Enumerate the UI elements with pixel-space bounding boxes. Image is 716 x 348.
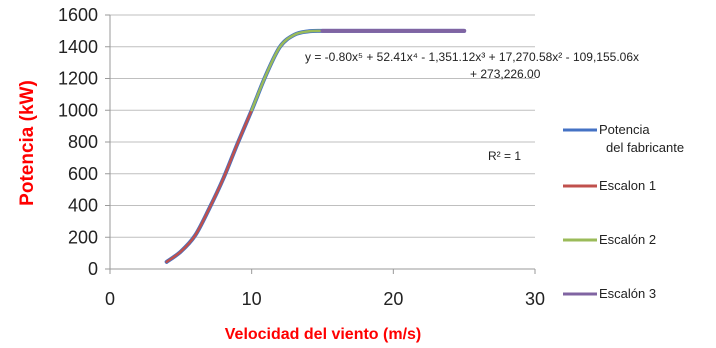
trendline-equation-continuation: + 273,226.00 <box>470 67 541 81</box>
y-tick-labels: 0 200 400 600 800 1000 1200 1400 1600 <box>58 5 98 279</box>
y-tick-label: 1200 <box>58 69 98 89</box>
x-tick-label: 30 <box>525 289 545 309</box>
x-axis-title: Velocidad del viento (m/s) <box>225 326 422 343</box>
x-tick-label: 20 <box>383 289 403 309</box>
y-tick-label: 600 <box>68 164 98 184</box>
r-squared-label: R² = 1 <box>488 149 521 163</box>
gridlines <box>110 14 535 238</box>
x-tick-label: 10 <box>242 289 262 309</box>
legend-label: Escalon 1 <box>599 178 656 193</box>
legend: Potencia del fabricante Escalon 1 Escalón 2… <box>563 122 684 301</box>
series-lines <box>164 28 467 264</box>
x-tick-label: 0 <box>105 289 115 309</box>
x-tick-labels: 0 10 20 30 <box>105 289 545 309</box>
series-line <box>165 109 253 264</box>
legend-label: Potencia <box>599 122 650 137</box>
legend-label: Escalón 2 <box>599 232 656 247</box>
trendline-equation: y = -0.80x⁵ + 52.41x⁴ - 1,351.12x³ + 17,… <box>305 50 639 64</box>
y-tick-label: 1600 <box>58 5 98 25</box>
y-tick-label: 1000 <box>58 100 98 120</box>
y-tick-label: 1400 <box>58 37 98 57</box>
y-tick-label: 400 <box>68 196 98 216</box>
legend-label: Escalón 3 <box>599 286 656 301</box>
series-line <box>164 28 467 264</box>
y-axis-title: Potencia (kW) <box>17 80 38 206</box>
axes <box>105 14 536 274</box>
series-line <box>250 29 324 112</box>
y-tick-label: 200 <box>68 227 98 247</box>
y-tick-label: 0 <box>88 259 98 279</box>
legend-label-continuation: del fabricante <box>606 140 684 155</box>
y-tick-label: 800 <box>68 132 98 152</box>
